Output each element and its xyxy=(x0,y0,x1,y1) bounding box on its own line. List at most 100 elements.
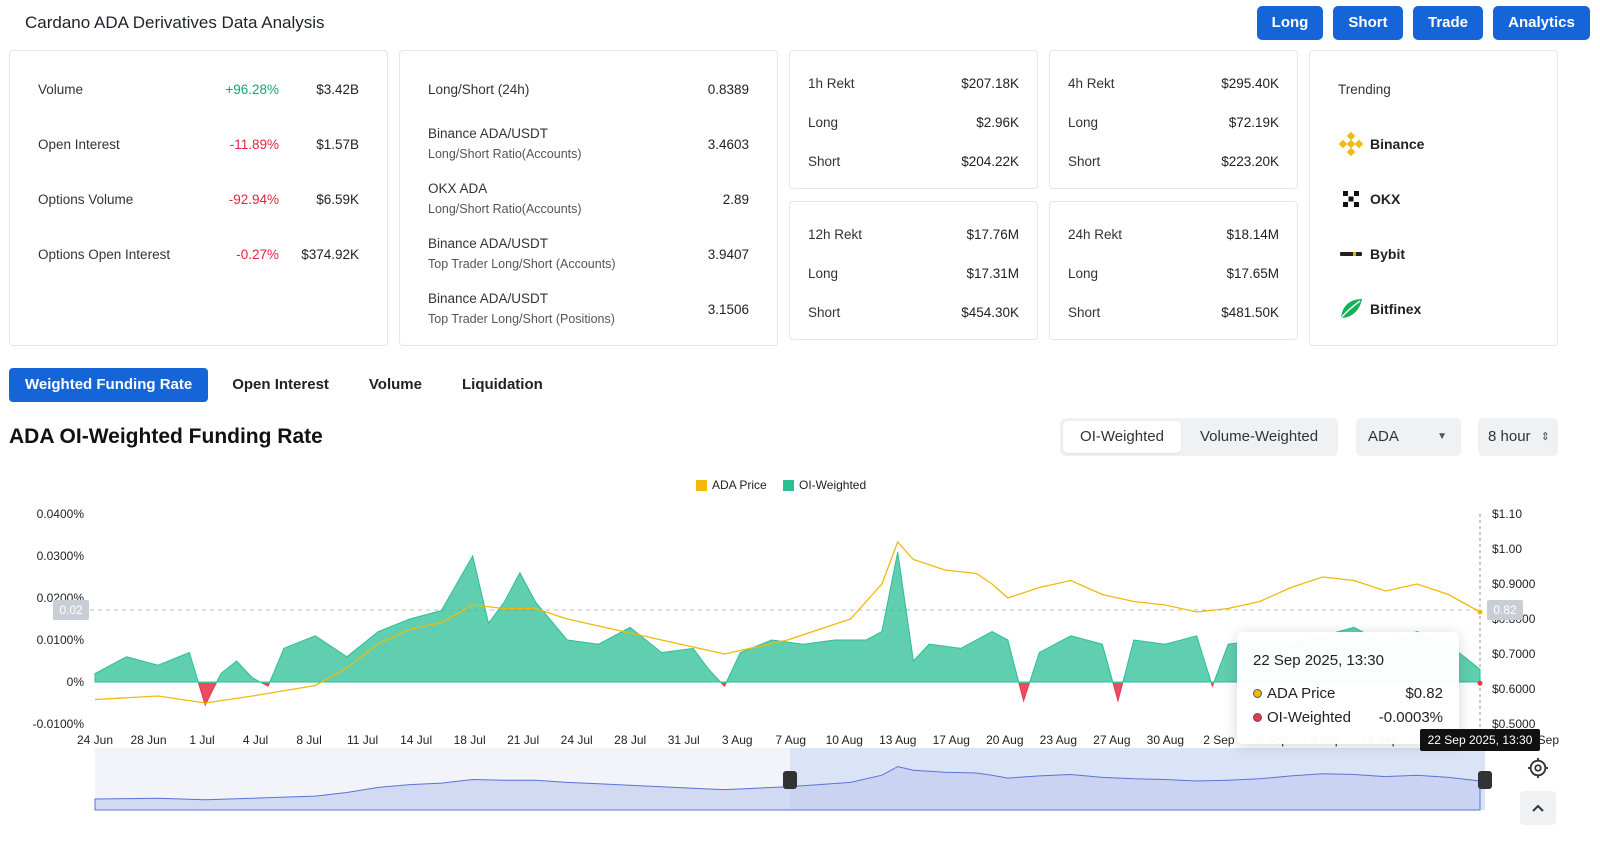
ratio-value: 3.4603 xyxy=(707,137,749,152)
trade-button[interactable]: Trade xyxy=(1413,6,1483,40)
tab-liquidation[interactable]: Liquidation xyxy=(461,376,543,393)
symbol-select[interactable]: ADA ▼ xyxy=(1356,418,1461,456)
ratio-label: Long/Short (24h) xyxy=(428,82,530,97)
tab-volume[interactable]: Volume xyxy=(368,376,422,393)
trending-label: OKX xyxy=(1370,191,1401,207)
x-tick-label: 14 Jul xyxy=(400,733,432,747)
ratio-sublabel: Long/Short Ratio(Accounts) xyxy=(428,202,582,216)
rekt-total: $207.18K xyxy=(961,76,1019,91)
x-tick-label: 24 Jul xyxy=(561,733,593,747)
tab-weighted-funding-rate[interactable]: Weighted Funding Rate xyxy=(9,368,209,402)
trending-item-binance[interactable]: Binance xyxy=(1338,131,1424,157)
ratio-value: 0.8389 xyxy=(707,82,749,97)
binance-icon xyxy=(1338,131,1364,157)
overview-value: $1.57B xyxy=(316,137,359,152)
x-tick-label: 1 Jul xyxy=(189,733,214,747)
scroll-top-button[interactable] xyxy=(1520,791,1556,825)
x-tick-label: 27 Aug xyxy=(1093,733,1130,747)
x-tick-label: 31 Jul xyxy=(668,733,700,747)
volume-weighted-toggle[interactable]: Volume-Weighted xyxy=(1199,428,1319,445)
rekt-long-value: $72.19K xyxy=(1228,115,1279,130)
overview-label: Open Interest xyxy=(38,137,120,152)
x-tick-label: 2 Sep xyxy=(1203,733,1235,747)
rekt-short-label: Short xyxy=(808,154,841,169)
x-tick-label: 3 Aug xyxy=(722,733,753,747)
x-tick-label: 11 Jul xyxy=(347,733,378,747)
overview-value: $3.42B xyxy=(316,82,359,97)
ratio-sublabel: Top Trader Long/Short (Accounts) xyxy=(428,257,616,271)
caret-down-icon: ▼ xyxy=(1437,431,1447,442)
rekt-long-label: Long xyxy=(1068,115,1099,130)
overview-change: -0.27% xyxy=(236,247,279,262)
chart-settings-button[interactable] xyxy=(1522,752,1554,784)
rekt-short-label: Short xyxy=(1068,305,1101,320)
y-right-tick-label: $0.9000 xyxy=(1492,577,1536,591)
ratio-sublabel: Top Trader Long/Short (Positions) xyxy=(428,312,615,326)
rekt-label: 24h Rekt xyxy=(1068,227,1123,242)
trending-card: Trending Binance OKX Bybit xyxy=(1309,50,1558,346)
oi-weighted-toggle[interactable]: OI-Weighted xyxy=(1063,421,1181,453)
x-tick-label: 30 Aug xyxy=(1147,733,1184,747)
x-tick-label: 28 Jun xyxy=(131,733,167,747)
rekt-long-label: Long xyxy=(1068,266,1099,281)
rekt-card-12h: 12h Rekt $17.76M Long $17.31M Short $454.30… xyxy=(789,201,1038,340)
x-tick-label: 18 Jul xyxy=(454,733,486,747)
x-tick-label: 28 Jul xyxy=(614,733,646,747)
x-tick-label: 23 Aug xyxy=(1040,733,1077,747)
overview-change: +96.28% xyxy=(225,82,279,97)
legend-label-oi: OI-Weighted xyxy=(799,478,866,492)
trending-item-okx[interactable]: OKX xyxy=(1338,186,1400,212)
y-left-tick-label: 0% xyxy=(67,675,85,689)
ratio-label: OKX ADA xyxy=(428,181,488,196)
tooltip-dot-oi xyxy=(1253,713,1262,722)
trending-label: Binance xyxy=(1370,136,1425,152)
tooltip-label: OI-Weighted xyxy=(1267,709,1351,726)
navigator-price-area xyxy=(94,766,1481,811)
rekt-long-label: Long xyxy=(808,266,839,281)
weighting-toggle: OI-Weighted Volume-Weighted xyxy=(1060,418,1338,456)
navigator-selected-range xyxy=(790,748,1485,810)
tooltip-row-price: ADA Price $0.82 xyxy=(1253,685,1443,702)
trending-item-bybit[interactable]: Bybit xyxy=(1338,241,1405,267)
y-right-tick-label: $1.10 xyxy=(1492,507,1522,521)
rekt-card-4h: 4h Rekt $295.40K Long $72.19K Short $223.20… xyxy=(1049,50,1298,189)
rekt-short-value: $454.30K xyxy=(961,305,1019,320)
funding-point-marker xyxy=(1477,680,1483,686)
x-tick-label: 20 Aug xyxy=(986,733,1023,747)
rekt-short-value: $204.22K xyxy=(961,154,1019,169)
tab-open-interest[interactable]: Open Interest xyxy=(232,376,329,393)
y-left-tick-label: 0.0400% xyxy=(37,507,85,521)
legend-swatch-price xyxy=(696,480,707,491)
short-button[interactable]: Short xyxy=(1333,6,1403,40)
rekt-label: 12h Rekt xyxy=(808,227,863,242)
y-left-tick-label: -0.0100% xyxy=(33,717,85,731)
chart-tooltip: 22 Sep 2025, 13:30 ADA Price $0.82 OI-We… xyxy=(1237,632,1459,744)
crosshair-right-label: 0.82 xyxy=(1487,600,1523,620)
overview-card: Volume +96.28% $3.42B Open Interest -11.… xyxy=(9,50,388,346)
tooltip-dot-price xyxy=(1253,689,1262,698)
x-tick-label: 13 Aug xyxy=(879,733,916,747)
x-tick-label: 24 Jun xyxy=(77,733,113,747)
ratio-label: Binance ADA/USDT xyxy=(428,236,549,251)
long-button[interactable]: Long xyxy=(1257,6,1323,40)
analytics-button[interactable]: Analytics xyxy=(1493,6,1590,40)
overview-value: $6.59K xyxy=(316,192,359,207)
ratio-value: 2.89 xyxy=(722,192,749,207)
page-title: Cardano ADA Derivatives Data Analysis xyxy=(25,13,325,32)
rekt-long-value: $2.96K xyxy=(976,115,1019,130)
tooltip-date: 22 Sep 2025, 13:30 xyxy=(1253,652,1384,669)
crosshair-date-label: 22 Sep 2025, 13:30 xyxy=(1420,729,1540,751)
gear-icon xyxy=(1527,757,1549,779)
bybit-icon xyxy=(1340,252,1362,256)
interval-select[interactable]: 8 hour ⇕ xyxy=(1478,418,1558,456)
x-tick-label: 21 Jul xyxy=(507,733,539,747)
x-tick-label: 4 Jul xyxy=(243,733,268,747)
x-tick-label: 10 Aug xyxy=(826,733,863,747)
rekt-short-value: $223.20K xyxy=(1221,154,1279,169)
y-right-tick-label: $0.7000 xyxy=(1492,647,1536,661)
rekt-card-1h: 1h Rekt $207.18K Long $2.96K Short $204.22K xyxy=(789,50,1038,189)
ratio-value: 3.1506 xyxy=(707,302,749,317)
trending-item-bitfinex[interactable]: Bitfinex xyxy=(1338,296,1421,322)
long-short-ratio-card: Long/Short (24h) 0.8389 Binance ADA/USDT… xyxy=(399,50,778,346)
rekt-short-label: Short xyxy=(1068,154,1101,169)
